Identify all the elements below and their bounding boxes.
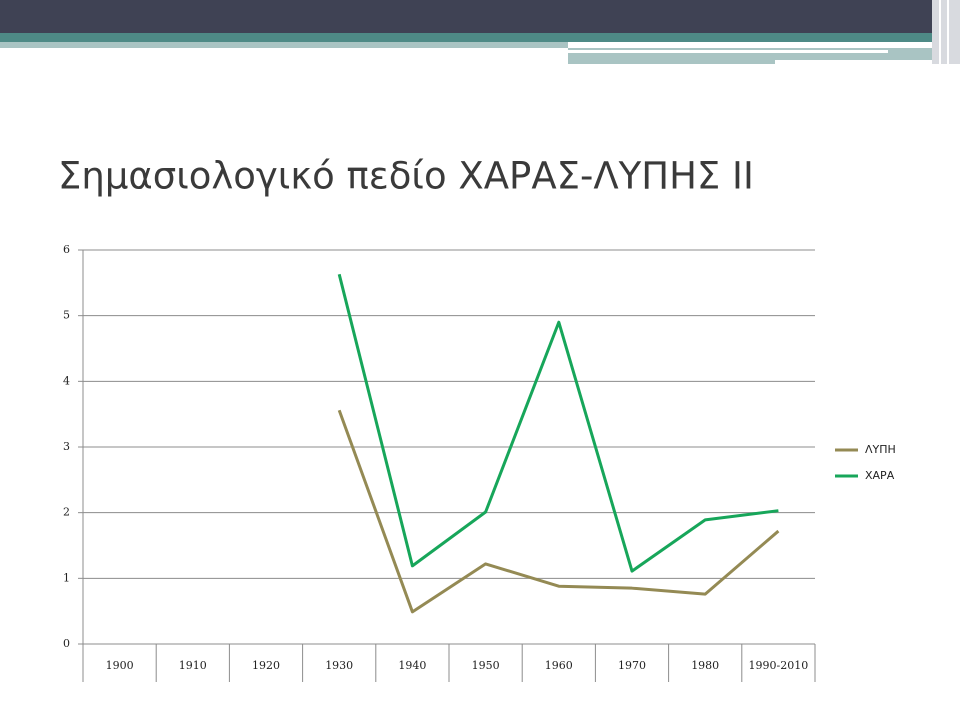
header-stripe bbox=[568, 50, 888, 53]
header-stripe bbox=[0, 42, 568, 48]
x-tick-label: 1900 bbox=[106, 659, 134, 672]
y-tick-label: 5 bbox=[63, 309, 70, 322]
y-tick-label: 3 bbox=[63, 440, 70, 453]
series-line bbox=[337, 273, 779, 573]
x-tick-label: 1950 bbox=[472, 659, 500, 672]
y-tick-label: 6 bbox=[63, 243, 70, 256]
header-stripe bbox=[775, 60, 960, 64]
header-band bbox=[0, 0, 960, 33]
header-stripe bbox=[0, 33, 960, 42]
y-tick-label: 1 bbox=[63, 571, 70, 584]
x-tick-label: 1960 bbox=[545, 659, 573, 672]
chart-title: Σημασιολογικό πεδίο ΧΑΡΑΣ-ΛΥΠΗΣ ΙΙ bbox=[58, 155, 754, 198]
x-tick-label: 1940 bbox=[398, 659, 426, 672]
legend-label: ΛΥΠΗ bbox=[865, 443, 896, 456]
x-tick-label: 1930 bbox=[325, 659, 353, 672]
x-tick-label: 1980 bbox=[691, 659, 719, 672]
x-tick-label: 1920 bbox=[252, 659, 280, 672]
x-tick-label: 1910 bbox=[179, 659, 207, 672]
series-line bbox=[337, 409, 780, 614]
y-tick-label: 0 bbox=[63, 637, 70, 650]
legend-label: ΧΑΡΑ bbox=[865, 469, 895, 482]
header-corner bbox=[932, 0, 960, 64]
y-tick-label: 4 bbox=[63, 374, 70, 387]
x-tick-label: 1970 bbox=[618, 659, 646, 672]
y-tick-label: 2 bbox=[63, 506, 70, 519]
x-tick-label: 1990-2010 bbox=[749, 659, 809, 672]
